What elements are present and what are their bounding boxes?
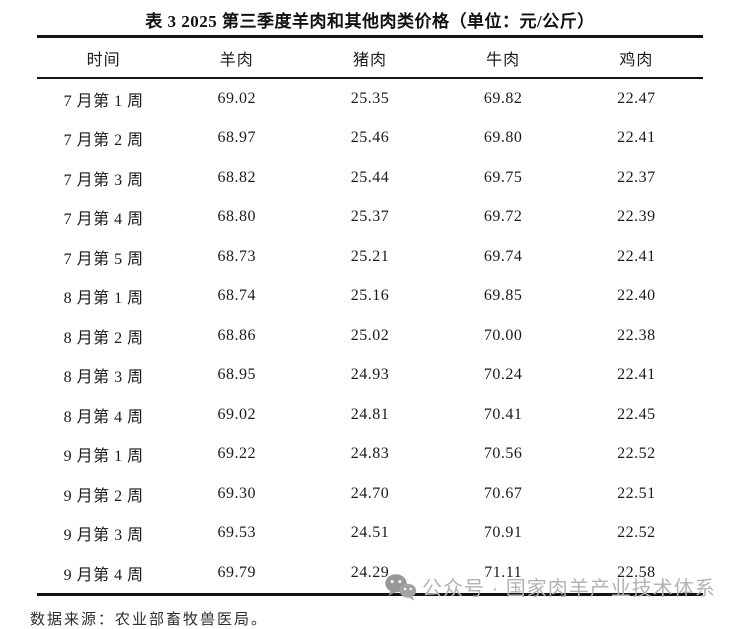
column-header: 时间 [37, 36, 171, 79]
price-cell: 22.52 [617, 524, 656, 542]
price-cell: 69.30 [217, 484, 257, 502]
column-header: 猪肉 [303, 36, 437, 79]
price-cell: 25.35 [350, 89, 390, 107]
price-cell: 69.75 [483, 168, 523, 186]
table-row: 8 月第 1 周 68.74 25.16 69.85 22.40 [37, 277, 703, 317]
time-cell: 8 月第 4 周 [63, 408, 144, 426]
data-source-note: 数据来源：农业部畜牧兽医局。 [30, 611, 269, 628]
price-cell: 68.97 [217, 129, 257, 147]
price-cell: 25.46 [350, 129, 390, 147]
price-cell: 25.02 [350, 326, 390, 344]
price-cell: 22.38 [617, 326, 656, 344]
price-cell: 69.02 [217, 405, 257, 423]
time-cell: 7 月第 5 周 [63, 250, 144, 268]
price-cell: 70.24 [483, 366, 523, 384]
price-cell: 69.53 [217, 524, 257, 542]
table-row: 7 月第 4 周 68.80 25.37 69.72 22.39 [37, 198, 703, 238]
price-cell: 24.70 [350, 484, 390, 502]
table-row: 7 月第 2 周 68.97 25.46 69.80 22.41 [37, 119, 703, 159]
time-cell: 7 月第 4 周 [63, 211, 144, 229]
time-cell: 8 月第 3 周 [63, 369, 144, 387]
price-cell: 69.72 [483, 208, 523, 226]
time-cell: 8 月第 2 周 [63, 329, 144, 347]
price-cell: 22.41 [617, 129, 656, 147]
table-row: 8 月第 3 周 68.95 24.93 70.24 22.41 [37, 356, 703, 396]
price-cell: 22.39 [617, 208, 656, 226]
price-cell: 69.80 [483, 129, 523, 147]
price-cell: 69.82 [483, 89, 523, 107]
table-title: 表 3 2025 第三季度羊肉和其他肉类价格（单位：元/公斤） [145, 12, 595, 31]
price-cell: 22.41 [617, 247, 656, 265]
price-cell: 69.02 [217, 89, 257, 107]
price-cell: 68.95 [217, 366, 257, 384]
column-header: 牛肉 [436, 36, 570, 79]
column-header: 鸡肉 [569, 36, 703, 79]
time-cell: 7 月第 1 周 [63, 92, 144, 110]
price-cell: 25.44 [350, 168, 390, 186]
price-cell: 24.81 [350, 405, 390, 423]
table-row: 8 月第 2 周 68.86 25.02 70.00 22.38 [37, 316, 703, 356]
price-cell: 22.40 [617, 287, 656, 305]
price-cell: 70.67 [483, 484, 523, 502]
price-cell: 24.51 [350, 524, 390, 542]
table-row: 7 月第 3 周 68.82 25.44 69.75 22.37 [37, 158, 703, 198]
price-cell: 22.37 [617, 168, 656, 186]
table-row: 9 月第 1 周 69.22 24.83 70.56 22.52 [37, 435, 703, 475]
price-cell: 71.11 [484, 563, 523, 581]
price-cell: 70.00 [483, 326, 523, 344]
price-cell: 69.85 [483, 287, 523, 305]
time-cell: 9 月第 2 周 [63, 487, 144, 505]
price-cell: 22.45 [617, 405, 656, 423]
price-cell: 68.86 [217, 326, 257, 344]
table-header: 时间 羊肉 猪肉 牛肉 鸡肉 [37, 36, 703, 79]
time-cell: 8 月第 1 周 [63, 290, 144, 308]
header-row: 时间 羊肉 猪肉 牛肉 鸡肉 [37, 36, 703, 79]
time-cell: 7 月第 2 周 [63, 132, 144, 150]
table-row: 7 月第 5 周 68.73 25.21 69.74 22.41 [37, 237, 703, 277]
price-cell: 68.82 [217, 168, 257, 186]
price-cell: 69.74 [483, 247, 523, 265]
price-cell: 22.47 [617, 89, 656, 107]
price-cell: 25.16 [350, 287, 390, 305]
table-row: 7 月第 1 周 69.02 25.35 69.82 22.47 [37, 78, 703, 119]
column-header: 羊肉 [170, 36, 304, 79]
price-cell: 69.79 [217, 563, 257, 581]
price-cell: 68.80 [217, 208, 257, 226]
table-row: 9 月第 3 周 69.53 24.51 70.91 22.52 [37, 514, 703, 554]
time-cell: 9 月第 3 周 [63, 527, 144, 545]
page: 表 3 2025 第三季度羊肉和其他肉类价格（单位：元/公斤） 时间 羊肉 猪肉 牛肉… [30, 12, 715, 628]
price-cell: 22.58 [617, 563, 656, 581]
table-row: 9 月第 4 周 69.79 24.29 71.11 22.58 [37, 553, 703, 594]
time-cell: 9 月第 4 周 [63, 566, 144, 584]
price-cell: 25.21 [350, 247, 390, 265]
price-cell: 22.41 [617, 366, 656, 384]
price-cell: 69.22 [217, 445, 257, 463]
price-table: 时间 羊肉 猪肉 牛肉 鸡肉 7 月第 1 周 69.02 25.35 69.82 22.47 7… [37, 35, 703, 596]
price-cell: 24.83 [350, 445, 390, 463]
price-cell: 68.74 [217, 287, 257, 305]
time-cell: 7 月第 3 周 [63, 171, 144, 189]
price-cell: 24.93 [350, 366, 390, 384]
table-row: 8 月第 4 周 69.02 24.81 70.41 22.45 [37, 395, 703, 435]
table-body: 7 月第 1 周 69.02 25.35 69.82 22.47 7 月第 2 周 68.9… [37, 78, 703, 594]
table-row: 9 月第 2 周 69.30 24.70 70.67 22.51 [37, 474, 703, 514]
price-cell: 22.51 [617, 484, 656, 502]
price-cell: 70.41 [483, 405, 523, 423]
price-cell: 68.73 [217, 247, 257, 265]
price-cell: 25.37 [350, 208, 390, 226]
time-cell: 9 月第 1 周 [63, 448, 144, 466]
price-cell: 70.56 [483, 445, 523, 463]
price-cell: 24.29 [350, 563, 390, 581]
price-cell: 70.91 [483, 524, 523, 542]
price-cell: 22.52 [617, 445, 656, 463]
